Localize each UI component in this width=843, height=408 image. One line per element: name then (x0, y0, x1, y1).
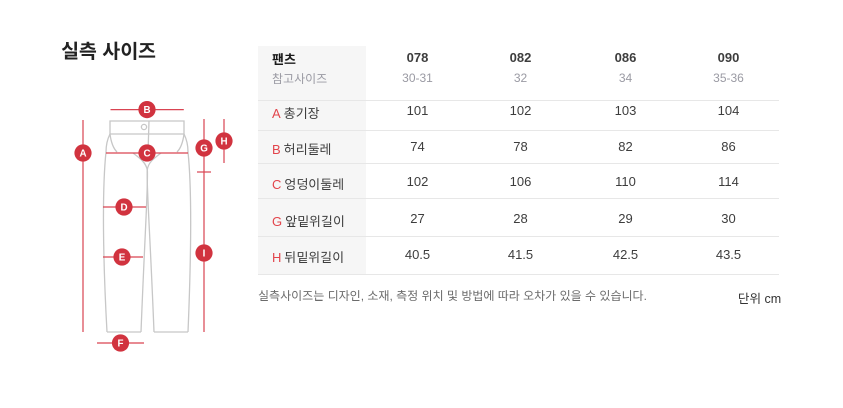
svg-text:C: C (143, 149, 150, 160)
svg-text:D: D (120, 203, 127, 214)
svg-text:H: H (220, 137, 227, 148)
svg-text:I: I (203, 249, 206, 260)
svg-text:A: A (79, 149, 86, 160)
svg-text:B: B (143, 105, 150, 116)
svg-text:F: F (118, 339, 124, 350)
svg-text:E: E (119, 253, 126, 264)
svg-text:G: G (200, 144, 208, 155)
